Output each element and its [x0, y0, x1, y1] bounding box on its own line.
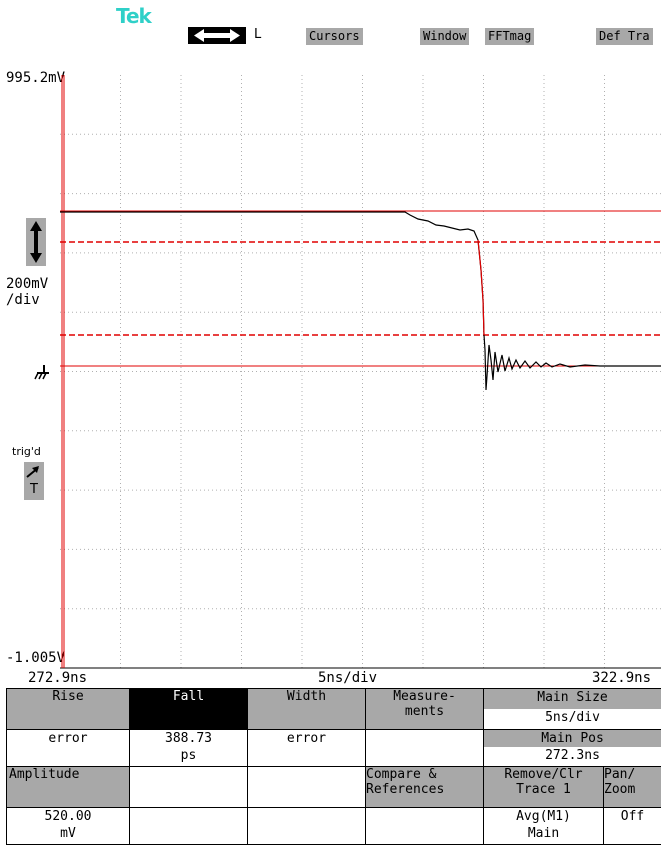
empty-value-1: [130, 808, 248, 845]
empty-value-3: [366, 808, 484, 845]
main-size-control[interactable]: Main Size 5ns/div: [484, 689, 661, 730]
compare-references-button[interactable]: Compare & References: [366, 767, 484, 808]
main-pos-control[interactable]: Main Pos 272.3ns: [484, 730, 661, 767]
fall-value: 388.73 ps: [130, 730, 248, 767]
empty-slot-2: [248, 767, 366, 808]
graticule: [60, 75, 661, 668]
empty-slot-1: [130, 767, 248, 808]
measurements-button[interactable]: Measure- ments: [366, 689, 484, 730]
waveform-trace: [60, 212, 661, 390]
pan-zoom-value: Off: [604, 808, 661, 845]
pan-zoom-button[interactable]: Pan/ Zoom: [604, 767, 661, 808]
width-button[interactable]: Width: [248, 689, 366, 730]
time-end-label: 322.9ns: [592, 670, 651, 686]
amplitude-value: 520.00 mV: [7, 808, 130, 845]
main-pos-value: 272.3ns: [484, 747, 661, 764]
rise-button[interactable]: Rise: [7, 689, 130, 730]
time-scale-label: 5ns/div: [318, 670, 377, 686]
amplitude-button[interactable]: Amplitude: [7, 767, 130, 808]
main-pos-label: Main Pos: [484, 730, 661, 747]
empty-value-2: [248, 808, 366, 845]
measurements-value: [366, 730, 484, 767]
rise-value: error: [7, 730, 130, 767]
avg-trace-value: Avg(M1) Main: [484, 808, 604, 845]
main-size-value: 5ns/div: [484, 709, 661, 729]
time-start-label: 272.9ns: [28, 670, 87, 686]
fall-button[interactable]: Fall: [130, 689, 248, 730]
main-size-label: Main Size: [484, 689, 661, 709]
width-value: error: [248, 730, 366, 767]
remove-clr-trace-button[interactable]: Remove/Clr Trace 1: [484, 767, 604, 808]
measurement-panel: Rise Fall Width Measure- ments Main Size…: [6, 688, 661, 845]
